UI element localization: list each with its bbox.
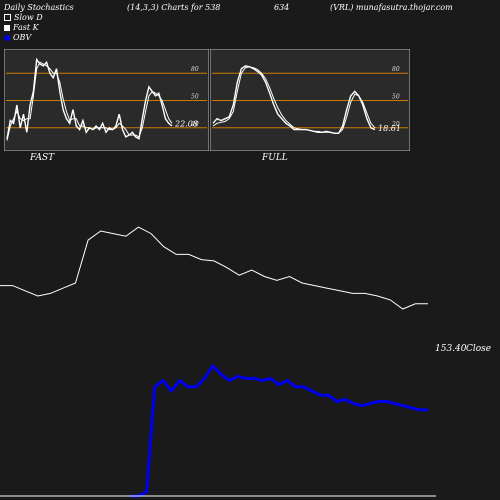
slow-d-line: [6, 61, 173, 141]
header-right: (VRL) munafasutra.thojar.com: [330, 3, 453, 12]
fast-k-line: [212, 65, 376, 135]
price-last-value: 153.40: [435, 344, 467, 354]
legend-label: Fast K: [13, 23, 39, 32]
header-params: (14,3,3) Charts for 538: [127, 3, 221, 12]
obv-line: [130, 364, 428, 498]
legend-obv: OBV: [4, 33, 31, 42]
fast-panel-title: FAST: [30, 153, 55, 163]
fast-stochastic-panel: 80 50 20 22.08: [4, 49, 209, 151]
fast-last-value: 22.08: [174, 119, 198, 128]
level-label: 50: [191, 94, 199, 101]
slow-d-line: [212, 66, 376, 134]
legend-fast-k: Fast K: [4, 23, 39, 32]
header-code: 634: [274, 3, 290, 12]
full-stochastic-panel: 80 50 20 18.61: [210, 49, 410, 151]
legend-slow-d: Slow D: [4, 13, 43, 22]
price-obv-chart: 153.40 Close: [0, 226, 491, 498]
level-label: 80: [392, 66, 400, 73]
header-left: Daily Stochastics: [4, 3, 74, 12]
full-last-value: 18.61: [378, 124, 401, 133]
level-label: 20: [190, 121, 199, 128]
legend-label: Slow D: [14, 13, 43, 22]
level-label: 50: [392, 94, 400, 101]
price-close-label: Close: [466, 344, 491, 354]
fast-k-swatch-icon: [4, 24, 10, 31]
obv-swatch-icon: [4, 34, 10, 41]
full-panel-title: FULL: [262, 153, 288, 163]
price-line: [0, 226, 428, 310]
level-label: 20: [391, 121, 400, 128]
level-label: 80: [191, 66, 199, 73]
legend-label: OBV: [13, 33, 32, 42]
slow-d-swatch-icon: [4, 14, 11, 21]
